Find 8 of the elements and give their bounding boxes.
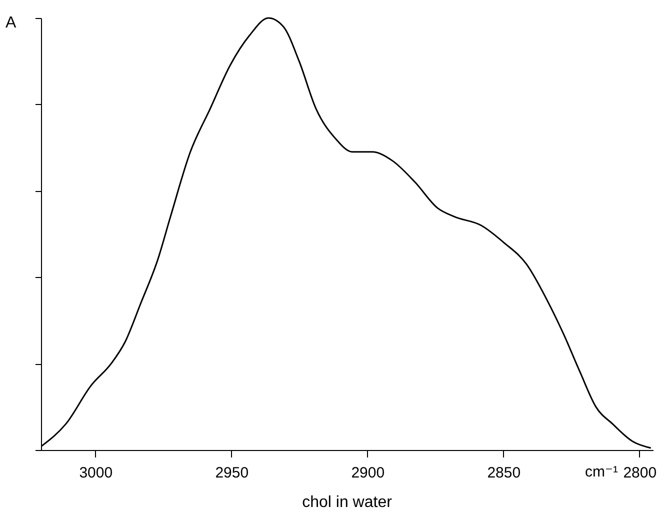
x-tick-label: 2800: [623, 464, 657, 482]
x-tick-label: 2850: [487, 464, 521, 482]
y-axis-title: A: [6, 14, 16, 32]
x-tick-label: 2950: [215, 464, 249, 482]
x-tick-label: 3000: [79, 464, 113, 482]
x-axis-title: cm⁻¹: [585, 464, 618, 480]
x-tick-label: 2900: [351, 464, 385, 482]
text: chol in water: [302, 494, 393, 511]
